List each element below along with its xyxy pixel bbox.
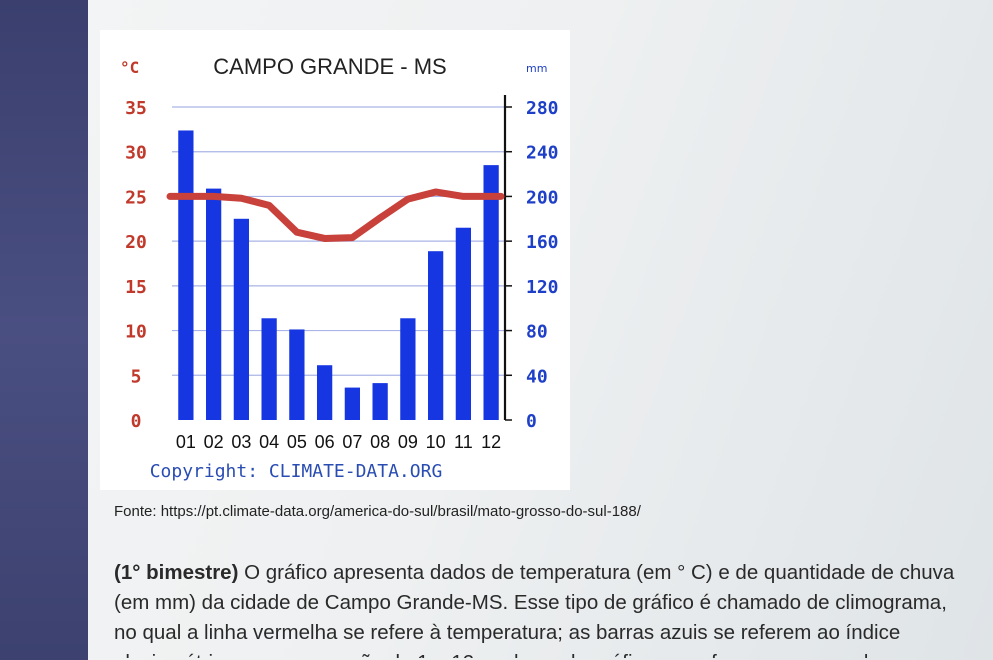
right-tick-label: 280 xyxy=(526,98,559,119)
precipitation-bar xyxy=(372,383,388,420)
month-tick-label: 05 xyxy=(287,432,307,452)
month-tick-label: 11 xyxy=(454,432,473,452)
paragraph-line-2: (em mm) da cidade de Campo Grande-MS. Es… xyxy=(114,591,947,614)
right-tick-label: 200 xyxy=(526,187,559,208)
month-tick-label: 07 xyxy=(342,432,362,452)
month-tick-label: 04 xyxy=(259,432,279,452)
precipitation-bar xyxy=(483,165,499,420)
month-tick-label: 01 xyxy=(176,432,196,452)
precipitation-bar xyxy=(261,318,277,420)
precipitation-bar xyxy=(205,188,222,420)
right-tick-label: 240 xyxy=(526,143,559,164)
month-tick-label: 08 xyxy=(370,432,390,452)
chart-title: CAMPO GRANDE - MS xyxy=(213,54,446,79)
paragraph-line-3: no qual a linha vermelha se refere à tem… xyxy=(114,621,901,644)
month-tick-label: 09 xyxy=(398,432,418,452)
precipitation-bar xyxy=(289,329,305,420)
paragraph-line-1: (1° bimestre) O gráfico apresenta dados … xyxy=(114,558,984,588)
precipitation-bar xyxy=(233,218,250,420)
source-text: Fonte: https://pt.climate-data.org/ameri… xyxy=(114,503,641,520)
month-tick-label: 10 xyxy=(426,432,446,452)
left-tick-label: 0 xyxy=(131,411,142,432)
month-tick-label: 02 xyxy=(204,432,224,452)
month-tick-label: 06 xyxy=(315,432,335,452)
month-tick-label: 03 xyxy=(231,432,251,452)
paragraph-line-1-text: O gráfico apresenta dados de temperatura… xyxy=(238,561,955,584)
right-tick-label: 120 xyxy=(526,277,559,298)
left-axis-unit: °C xyxy=(120,58,139,77)
question-paragraph: (1° bimestre) O gráfico apresenta dados … xyxy=(114,558,984,658)
precipitation-bar xyxy=(427,251,444,420)
left-tick-label: 35 xyxy=(125,98,147,119)
right-axis-unit: mm xyxy=(526,62,547,75)
right-tick-label: 0 xyxy=(526,411,537,432)
left-tick-label: 15 xyxy=(125,277,147,298)
paragraph-bold: (1° bimestre) xyxy=(114,561,239,584)
precipitation-bar xyxy=(400,318,416,420)
precipitation-bar xyxy=(344,387,361,420)
right-tick-label: 80 xyxy=(526,322,548,343)
precipitation-bar xyxy=(316,365,333,420)
left-tick-label: 10 xyxy=(125,322,147,343)
month-tick-label: 12 xyxy=(481,432,501,452)
left-tick-label: 5 xyxy=(131,366,142,387)
right-tick-label: 160 xyxy=(526,232,559,253)
temperature-line xyxy=(166,188,505,242)
left-bezel xyxy=(0,0,88,660)
left-tick-label: 20 xyxy=(125,232,147,253)
copyright-annotation: Copyright: CLIMATE-DATA.ORG xyxy=(150,461,443,482)
precipitation-bar xyxy=(178,130,194,420)
right-tick-label: 40 xyxy=(526,366,548,387)
precipitation-bar xyxy=(455,227,472,420)
left-tick-label: 25 xyxy=(125,187,147,208)
paragraph-line-4: pluviométrico; e a numeração de 1 a 12, … xyxy=(114,648,984,658)
left-tick-label: 30 xyxy=(125,143,147,164)
chart-card: CAMPO GRANDE - MS °C mm 35 280 30 240 25 200 20 16… xyxy=(100,30,570,490)
